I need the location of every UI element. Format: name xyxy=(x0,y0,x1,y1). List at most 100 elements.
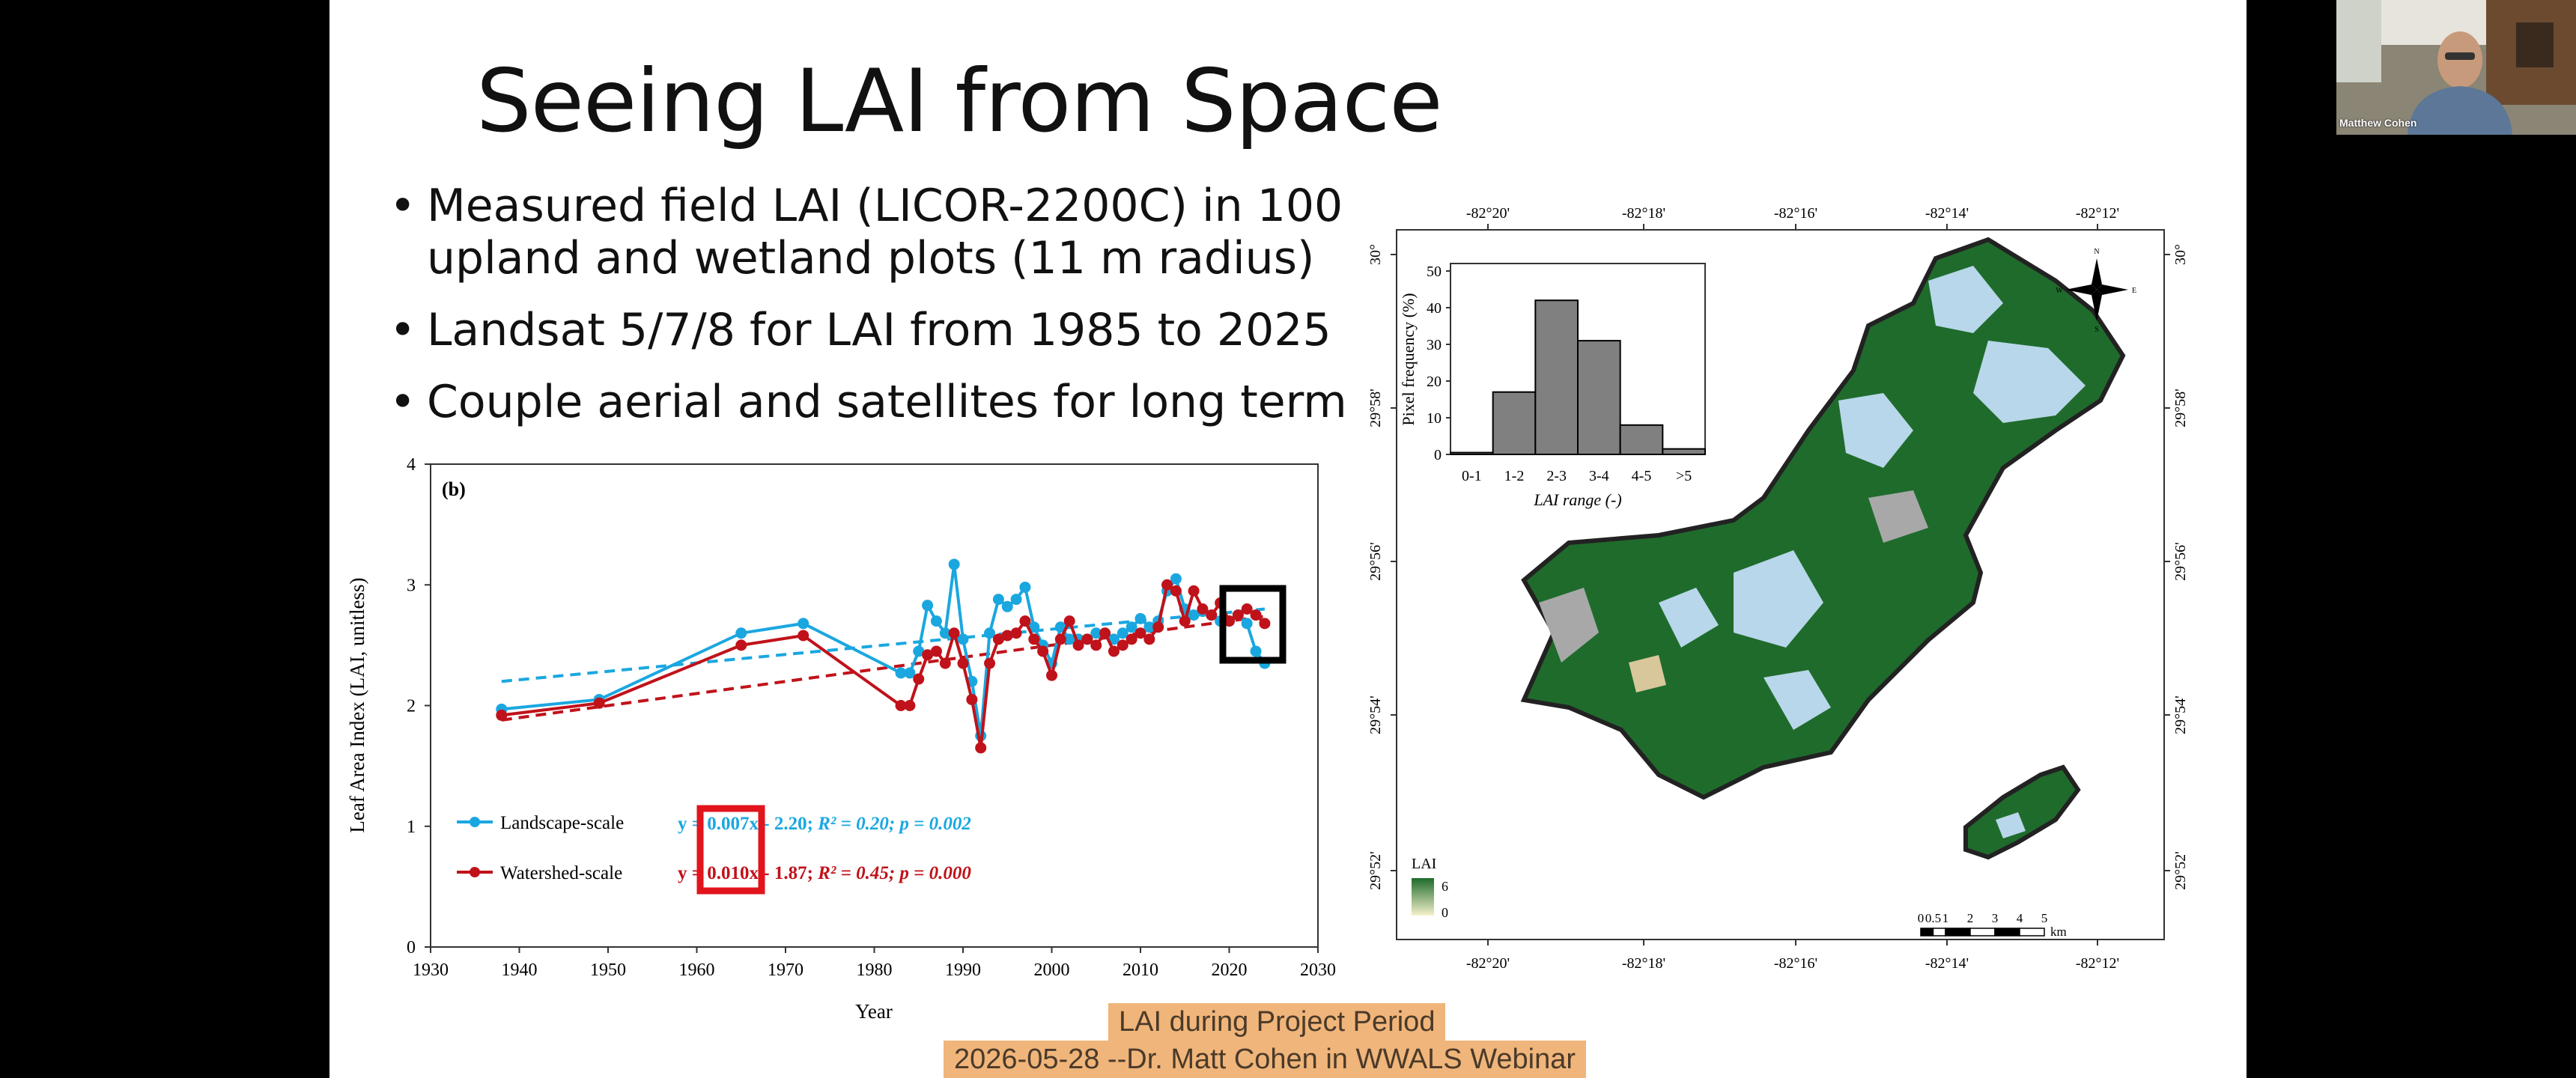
watershed-map xyxy=(1520,237,2126,860)
histogram-bar xyxy=(1450,451,1494,455)
data-point xyxy=(1170,585,1182,597)
y-tick-label: 2 xyxy=(407,697,416,716)
x-tick-label: 2-3 xyxy=(1546,468,1567,484)
data-point xyxy=(1001,600,1013,612)
scale-label: 0 xyxy=(1918,911,1925,925)
histogram-bar xyxy=(1492,391,1537,456)
data-point xyxy=(1250,609,1262,621)
histogram-bar xyxy=(1534,299,1579,455)
data-point xyxy=(904,700,916,711)
highlight-box-recent xyxy=(1219,585,1287,664)
data-point xyxy=(939,657,951,669)
sand-patch xyxy=(1629,655,1666,692)
x-tick-label: >5 xyxy=(1676,468,1692,484)
data-point xyxy=(930,645,942,657)
data-point xyxy=(1019,615,1031,627)
y-tick-label: 20 xyxy=(1427,374,1442,390)
histogram-bar xyxy=(1577,340,1621,455)
x-tick-label: 2000 xyxy=(1034,960,1070,980)
highlight-box-slope xyxy=(696,805,765,895)
caption-line-1: LAI during Project Period xyxy=(1108,1003,1446,1041)
data-point xyxy=(975,742,987,754)
top-tick-label: -82°12' xyxy=(2076,205,2119,222)
lai-map-figure: -82°20' -82°18' -82°16' -82°14' -82°12' -82°2… xyxy=(1367,205,2189,972)
data-point xyxy=(992,594,1004,606)
x-tick-label: 1950 xyxy=(590,960,626,980)
legend-min: 0 xyxy=(1442,905,1448,920)
data-point xyxy=(1063,633,1075,645)
data-point xyxy=(1126,633,1137,645)
data-point xyxy=(992,633,1004,645)
chart-axes: 1930 1940 1950 1960 1970 1980 1990 2000 2010 2020… xyxy=(407,455,1336,980)
bullet-item: Landsat 5/7/8 for LAI from 1985 to 2025 xyxy=(389,304,1468,356)
x-tick-label: 1940 xyxy=(502,960,538,980)
y-tick-label: 0 xyxy=(407,938,416,957)
y-tick-label: 40 xyxy=(1427,300,1442,317)
water-body xyxy=(1928,266,2003,333)
left-tick-label: 30° xyxy=(1367,244,1384,265)
x-tick-label: 2030 xyxy=(1300,960,1336,980)
y-tick-label: 50 xyxy=(1427,264,1442,280)
data-point xyxy=(895,700,907,711)
data-point xyxy=(1019,581,1031,593)
data-point xyxy=(1117,627,1128,639)
data-point xyxy=(1250,645,1262,657)
data-point xyxy=(1188,585,1200,597)
legend-max: 6 xyxy=(1442,879,1448,894)
scale-unit: km xyxy=(2050,925,2067,939)
scale-label: 3 xyxy=(1992,911,1999,925)
scale-segment xyxy=(1969,928,1996,937)
equation-landscape: y = 0.007x - 2.20; R² = 0.20; p = 0.002 xyxy=(678,814,971,834)
bottom-tick-label: -82°16' xyxy=(1774,955,1817,972)
data-point xyxy=(895,667,907,679)
bottom-tick-label: -82°14' xyxy=(1925,955,1969,972)
x-tick-label: 1960 xyxy=(679,960,715,980)
x-tick-label: 2010 xyxy=(1123,960,1158,980)
data-point xyxy=(1134,627,1146,639)
x-tick-label: 1970 xyxy=(768,960,804,980)
north-arrow-icon: N E S W xyxy=(2056,248,2136,334)
data-point xyxy=(1152,621,1164,633)
data-point xyxy=(798,618,809,630)
right-tick-label: 29°54' xyxy=(2172,695,2189,734)
bare-patch xyxy=(1868,490,1928,543)
data-point xyxy=(939,627,951,639)
left-tick-label: 29°58' xyxy=(1367,389,1384,427)
bullet-item: Measured field LAI (LICOR-2200C) in 100 … xyxy=(389,180,1468,284)
data-point xyxy=(966,693,978,705)
data-point xyxy=(1046,669,1057,681)
lai-color-legend: LAI 6 0 xyxy=(1412,856,1448,920)
bullet-list: Measured field LAI (LICOR-2200C) in 100 … xyxy=(389,180,1468,448)
bullet-line: Measured field LAI (LICOR-2200C) in 100 xyxy=(427,180,1343,232)
data-point xyxy=(1028,621,1040,633)
data-point xyxy=(1054,633,1066,645)
data-point xyxy=(1179,615,1191,627)
top-tick-label: -82°20' xyxy=(1466,205,1510,222)
data-point xyxy=(1063,615,1075,627)
data-point xyxy=(1170,573,1182,585)
data-point xyxy=(1126,621,1137,633)
data-point xyxy=(913,673,925,685)
histogram-bar xyxy=(1619,424,1664,455)
webcam-thumbnail[interactable]: Matthew Cohen xyxy=(2336,0,2576,135)
chart-legend: Landscape-scale Watershed-scale y = 0.00… xyxy=(457,805,971,895)
data-point xyxy=(1090,639,1102,651)
data-point xyxy=(1028,633,1040,645)
bullet-line: Landsat 5/7/8 for LAI from 1985 to 2025 xyxy=(427,304,1331,356)
compass-n: N xyxy=(2094,248,2099,256)
top-tick-label: -82°14' xyxy=(1925,205,1969,222)
scale-segment xyxy=(2019,928,2045,937)
data-point xyxy=(984,657,996,669)
water-body xyxy=(1659,588,1719,648)
scale-label: 2 xyxy=(1967,911,1974,925)
data-point xyxy=(1197,603,1209,615)
data-point xyxy=(984,627,996,639)
right-tick-label: 29°58' xyxy=(2172,389,2189,427)
y-tick-label: 1 xyxy=(407,817,416,837)
histogram-axes: 0 10 20 30 40 50 0-1 1-2 2-3 3-4 4-5 >5 xyxy=(1427,264,1692,484)
data-point xyxy=(957,657,969,669)
data-point xyxy=(1108,645,1120,657)
left-tick-label: 29°54' xyxy=(1367,695,1384,734)
left-tick-label: 29°56' xyxy=(1367,542,1384,581)
compass-e: E xyxy=(2132,287,2136,295)
